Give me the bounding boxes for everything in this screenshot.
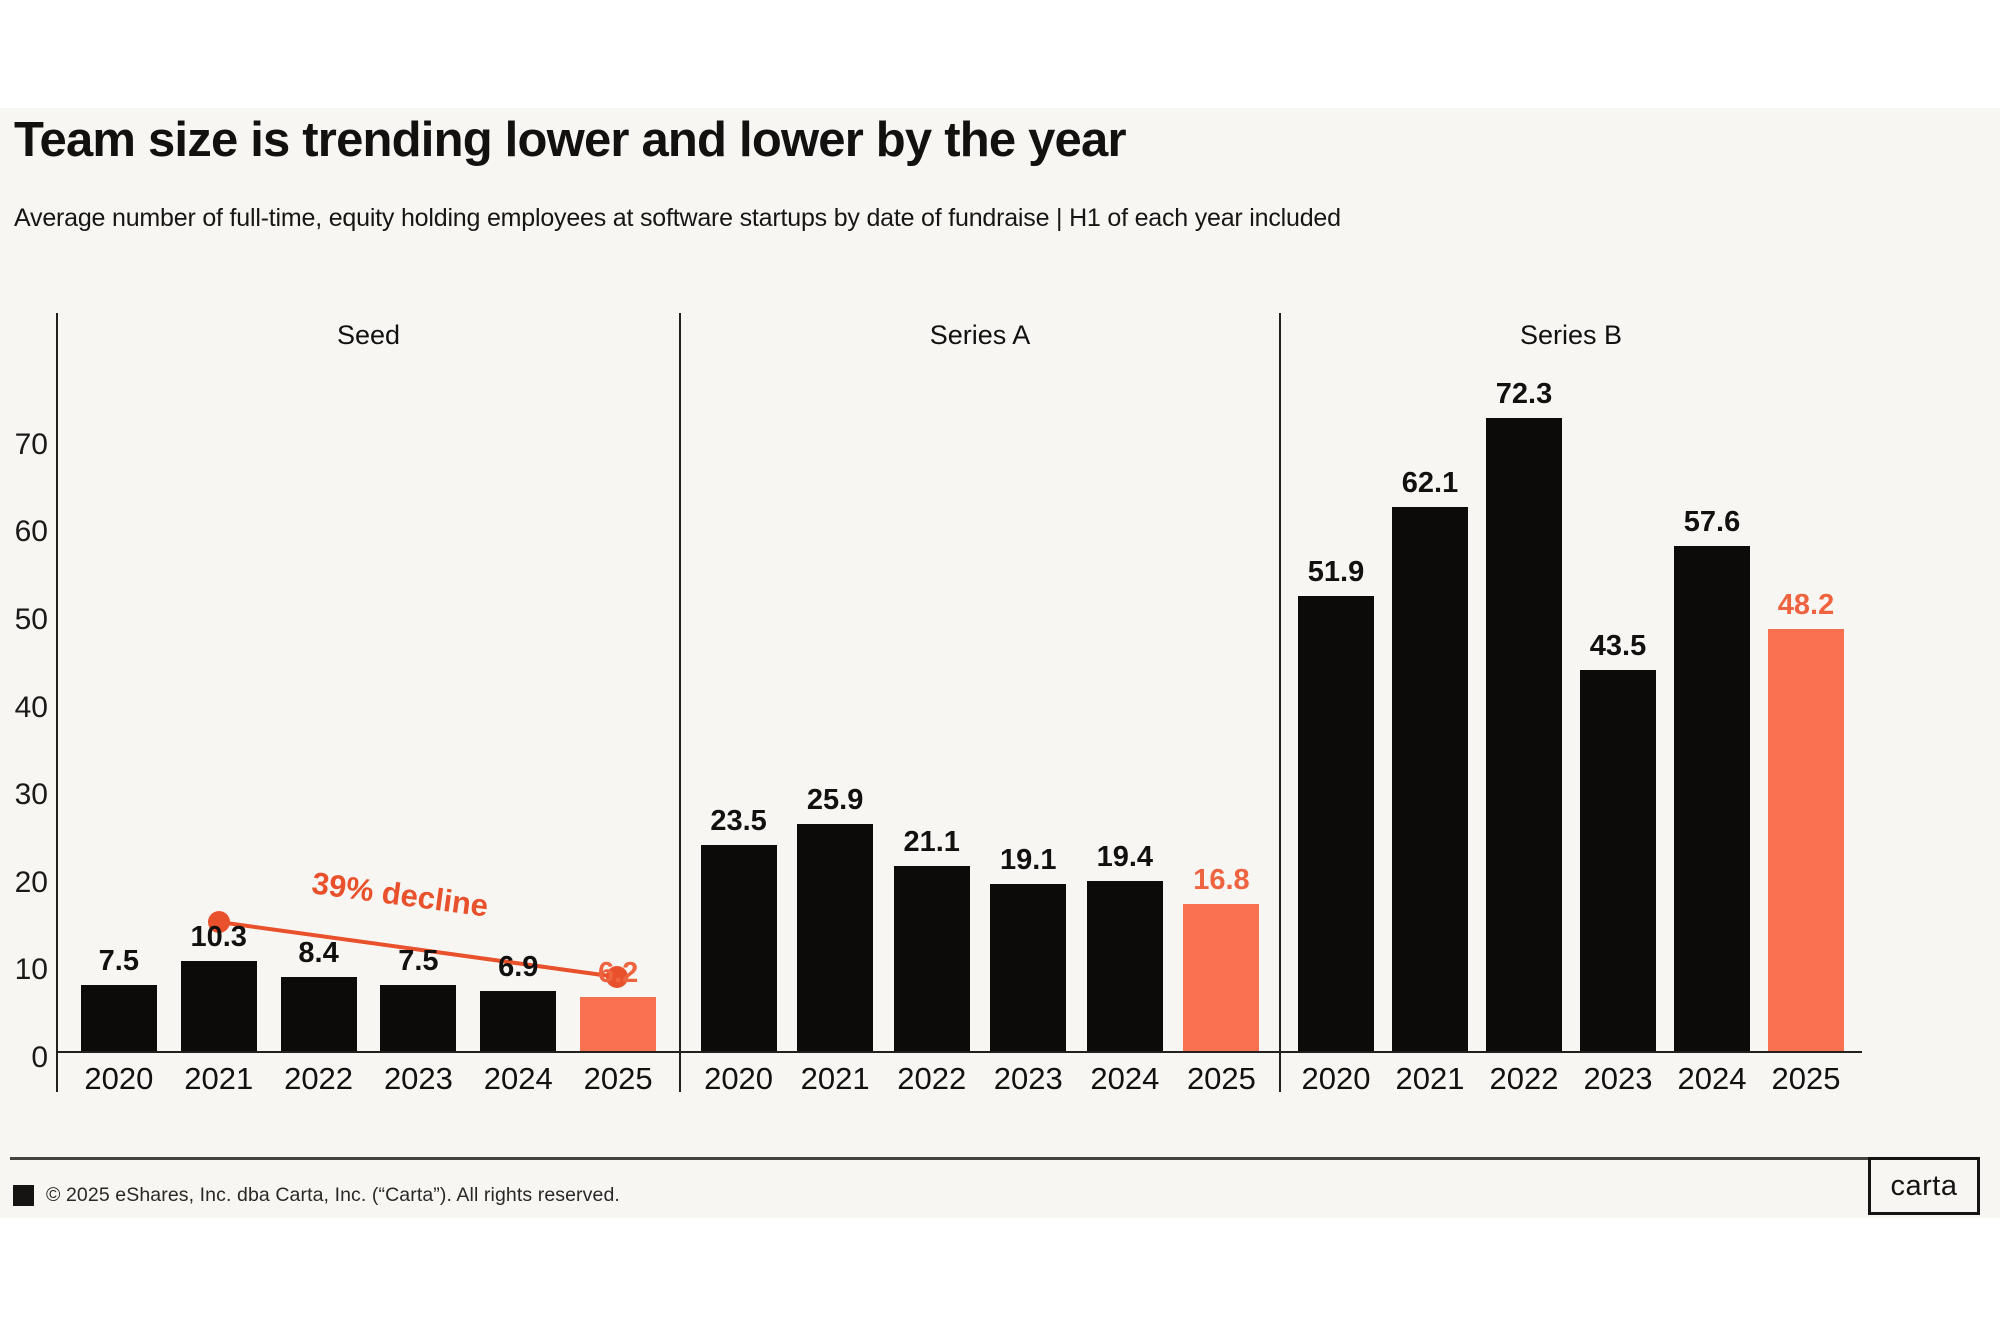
panel-divider [679, 313, 681, 1092]
bar-seed-2023 [380, 985, 457, 1051]
bar-series-a-2020 [700, 845, 777, 1051]
value-label-series-a-2021: 25.9 [806, 784, 864, 817]
x-tick-seed-2021: 2021 [184, 1061, 254, 1096]
y-tick-10: 10 [14, 953, 48, 987]
x-tick-seed-2025: 2025 [583, 1061, 653, 1096]
y-tick-60: 60 [14, 515, 48, 549]
x-tick-seed-2023: 2023 [383, 1061, 453, 1096]
bar-series-a-2025 [1183, 903, 1260, 1051]
value-label-series-b-2024: 57.6 [1683, 506, 1741, 539]
value-label-series-a-2025: 16.8 [1193, 863, 1250, 896]
value-label-seed-2024: 6.9 [498, 950, 539, 983]
x-tick-seed-2020: 2020 [84, 1061, 154, 1096]
page-subtitle: Average number of full-time, equity hold… [14, 204, 1341, 232]
bar-series-a-2021 [797, 824, 874, 1051]
value-label-series-a-2020: 23.5 [710, 805, 767, 838]
copyright-text: © 2025 eShares, Inc. dba Carta, Inc. (“C… [46, 1184, 620, 1206]
carta-square-icon [13, 1185, 34, 1206]
bar-series-b-2021 [1392, 507, 1468, 1051]
x-tick-series-b-2023: 2023 [1583, 1061, 1653, 1096]
y-axis-line [56, 313, 58, 1092]
x-tick-seed-2022: 2022 [284, 1061, 354, 1096]
y-tick-40: 40 [14, 690, 48, 724]
bar-seed-2020 [80, 985, 157, 1051]
value-label-seed-2022: 8.4 [298, 937, 339, 970]
y-tick-0: 0 [31, 1041, 48, 1074]
value-label-seed-2021: 10.3 [190, 920, 247, 953]
bar-series-b-2025 [1768, 628, 1844, 1051]
y-tick-50: 50 [14, 603, 48, 636]
value-label-series-a-2022: 21.1 [903, 826, 960, 859]
x-tick-series-b-2020: 2020 [1301, 1061, 1371, 1096]
footer-divider [10, 1157, 1868, 1160]
value-label-series-b-2021: 62.1 [1401, 467, 1459, 499]
value-label-series-b-2023: 43.5 [1589, 629, 1647, 662]
x-tick-series-a-2023: 2023 [993, 1061, 1063, 1096]
page-title: Team size is trending lower and lower by… [14, 113, 1127, 167]
x-tick-series-b-2022: 2022 [1489, 1061, 1559, 1096]
x-tick-seed-2024: 2024 [483, 1061, 553, 1096]
value-label-series-b-2025: 48.2 [1777, 588, 1835, 621]
x-tick-series-a-2021: 2021 [800, 1061, 870, 1096]
x-tick-series-b-2025: 2025 [1771, 1061, 1841, 1096]
x-tick-series-a-2025: 2025 [1186, 1061, 1256, 1096]
value-label-seed-2023: 7.5 [398, 945, 439, 978]
bar-seed-2021 [180, 960, 257, 1051]
bar-seed-2025 [580, 996, 657, 1051]
bar-series-a-2023 [990, 883, 1067, 1051]
panel-label-seed: Seed [336, 320, 401, 350]
y-tick-70: 70 [14, 427, 48, 461]
carta-logo-text: carta [1890, 1169, 1958, 1202]
value-label-series-b-2022: 72.3 [1495, 377, 1553, 410]
value-label-series-a-2024: 19.4 [1096, 841, 1154, 874]
panel-label-series-a: Series A [929, 320, 1031, 350]
panel-label-series-b: Series B [1519, 320, 1623, 350]
bar-series-b-2023 [1580, 669, 1656, 1051]
panel-divider [1279, 313, 1281, 1092]
bar-series-b-2020 [1298, 596, 1374, 1051]
y-tick-20: 20 [14, 865, 48, 899]
value-label-series-b-2020: 51.9 [1307, 556, 1365, 589]
bar-series-b-2022 [1486, 417, 1562, 1051]
bar-seed-2024 [480, 990, 557, 1051]
bar-series-a-2022 [893, 866, 970, 1051]
carta-logo: carta [1868, 1157, 1980, 1215]
x-tick-series-b-2024: 2024 [1677, 1061, 1747, 1096]
bar-series-b-2024 [1674, 546, 1750, 1051]
value-label-seed-2025: 6.2 [597, 956, 639, 989]
bar-seed-2022 [280, 977, 357, 1051]
x-tick-series-a-2020: 2020 [704, 1061, 774, 1096]
y-tick-30: 30 [14, 778, 48, 812]
x-tick-series-a-2024: 2024 [1090, 1061, 1160, 1096]
x-axis-line [57, 1051, 1862, 1053]
x-tick-series-a-2022: 2022 [897, 1061, 967, 1096]
value-label-series-a-2023: 19.1 [1000, 843, 1057, 876]
bar-series-a-2024 [1086, 881, 1163, 1051]
value-label-seed-2020: 7.5 [98, 945, 139, 978]
x-tick-series-b-2021: 2021 [1395, 1061, 1465, 1096]
